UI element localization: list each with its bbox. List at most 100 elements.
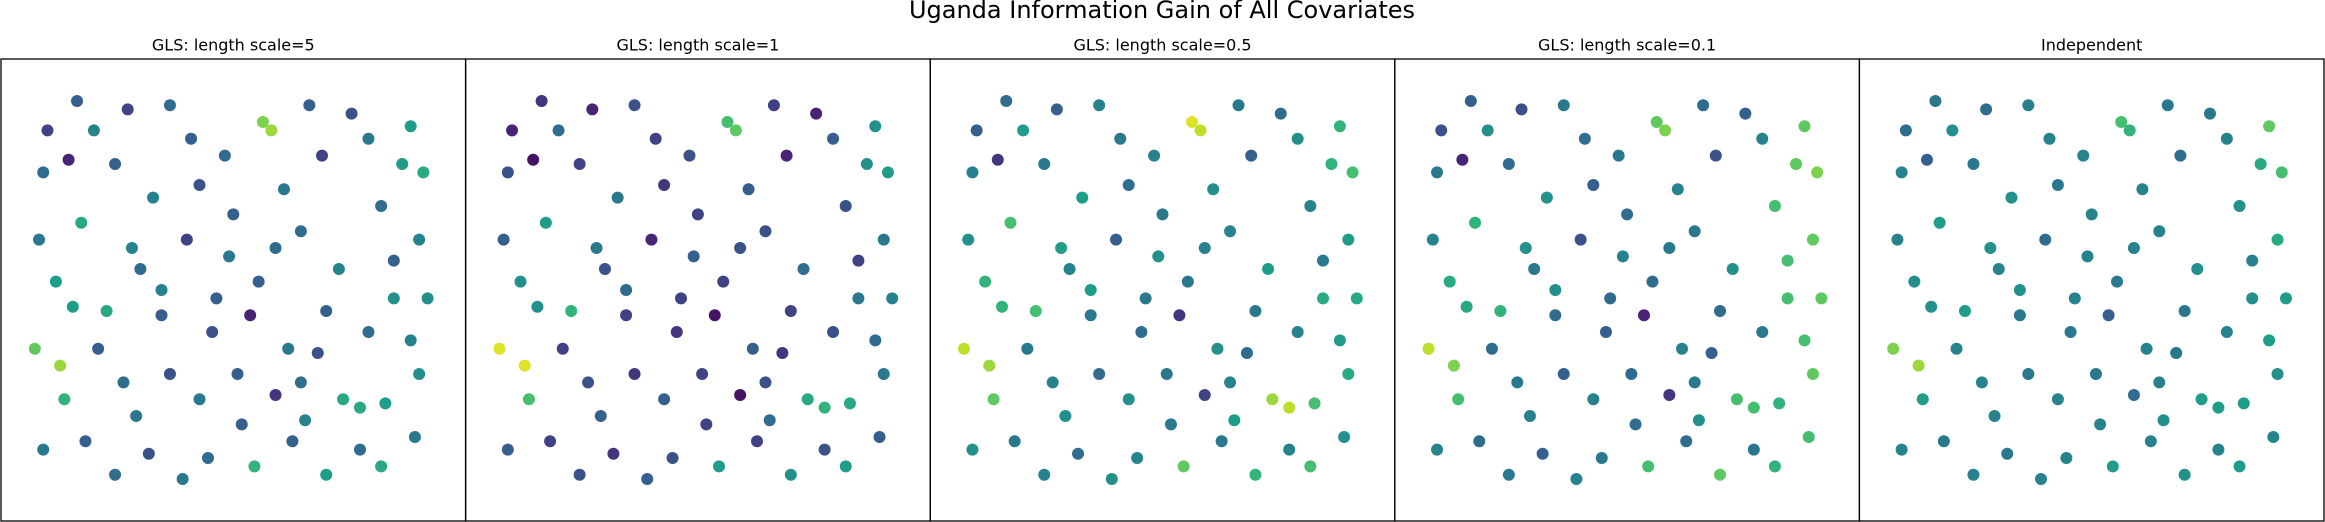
point <box>1093 368 1106 380</box>
point <box>713 460 726 473</box>
point <box>1984 242 1997 254</box>
point <box>231 368 244 380</box>
point <box>1105 473 1118 485</box>
point <box>299 414 312 427</box>
point <box>1967 468 1980 481</box>
point <box>1110 233 1123 246</box>
point <box>180 233 193 246</box>
point <box>1739 107 1752 120</box>
point <box>2111 275 2124 288</box>
point <box>983 359 996 372</box>
point <box>527 153 540 166</box>
point <box>1304 200 1317 212</box>
point <box>58 393 71 406</box>
point <box>337 393 350 406</box>
point <box>155 284 168 296</box>
point <box>1177 460 1190 473</box>
point <box>852 292 865 305</box>
point <box>2136 183 2149 196</box>
point <box>2279 292 2292 305</box>
point <box>1811 166 1824 179</box>
point <box>1557 368 1570 380</box>
point <box>2127 242 2140 254</box>
point <box>244 309 257 322</box>
point <box>109 468 122 481</box>
point <box>641 473 654 485</box>
point <box>1426 233 1439 246</box>
point <box>163 99 176 112</box>
point <box>1515 103 1528 116</box>
point <box>421 292 434 305</box>
point <box>100 305 113 317</box>
point <box>2212 401 2225 414</box>
point <box>41 124 54 137</box>
point <box>1806 368 1819 380</box>
point <box>1540 191 1553 204</box>
point <box>518 359 531 372</box>
point <box>294 225 307 238</box>
point <box>869 334 882 347</box>
point <box>1452 393 1465 406</box>
point <box>185 132 198 145</box>
point <box>535 95 548 107</box>
point <box>1768 200 1781 212</box>
point <box>501 443 514 456</box>
point <box>1084 309 1097 322</box>
point <box>1502 158 1515 170</box>
point <box>1650 116 1663 128</box>
point <box>408 431 421 443</box>
point <box>2013 309 2026 322</box>
point <box>1714 468 1727 481</box>
point <box>387 292 400 305</box>
point <box>1215 435 1228 448</box>
point <box>1908 275 1921 288</box>
point <box>2094 418 2107 431</box>
point <box>2195 393 2208 406</box>
point <box>1262 263 1275 275</box>
point <box>1781 292 1794 305</box>
point <box>1511 376 1524 389</box>
point <box>763 414 776 427</box>
point <box>354 401 367 414</box>
point <box>286 435 299 448</box>
point <box>1249 468 1262 481</box>
point <box>176 473 189 485</box>
point <box>417 166 430 179</box>
point <box>729 124 742 137</box>
point <box>818 401 831 414</box>
point <box>2191 263 2204 275</box>
point <box>2203 107 2216 120</box>
point <box>2263 120 2276 133</box>
point <box>1629 418 1642 431</box>
point <box>1642 460 1655 473</box>
point <box>628 99 641 112</box>
point <box>1637 309 1650 322</box>
point <box>1283 443 1296 456</box>
point <box>1473 435 1486 448</box>
point <box>1899 124 1912 137</box>
point <box>66 300 79 313</box>
point <box>71 95 84 107</box>
point <box>759 376 772 389</box>
point <box>2254 158 2267 170</box>
panel-frame <box>1394 58 1861 522</box>
point <box>2275 166 2288 179</box>
point <box>54 359 67 372</box>
panel-frame <box>929 58 1396 522</box>
point <box>1308 397 1321 410</box>
point <box>1891 233 1904 246</box>
point <box>797 263 810 275</box>
point <box>2170 347 2183 359</box>
point <box>1980 103 1993 116</box>
point <box>1798 120 1811 133</box>
point <box>607 447 620 460</box>
point <box>1557 99 1570 112</box>
point <box>2089 368 2102 380</box>
point <box>1756 132 1769 145</box>
point <box>269 389 282 401</box>
point <box>1198 242 1211 254</box>
point <box>1316 254 1329 267</box>
point <box>877 233 890 246</box>
point <box>1937 435 1950 448</box>
point <box>1046 376 1059 389</box>
